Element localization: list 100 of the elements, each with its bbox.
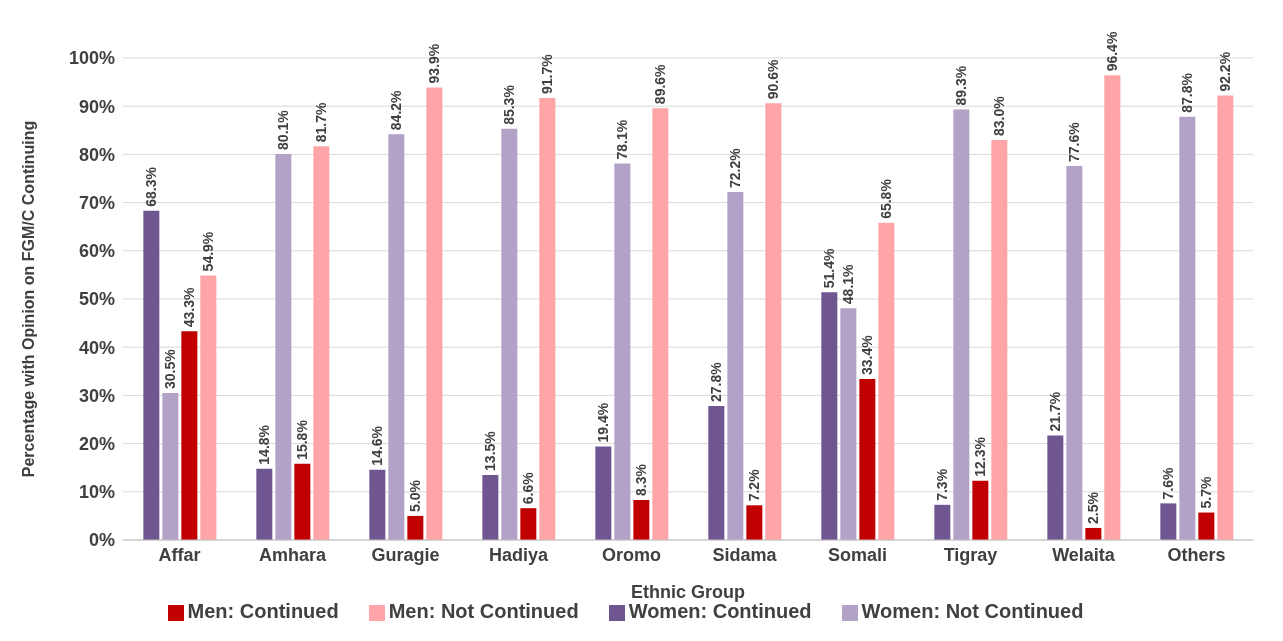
- data-label: 19.4%: [595, 402, 612, 443]
- data-label: 81.7%: [313, 101, 330, 143]
- data-label: 87.8%: [1179, 72, 1196, 113]
- bar: [1066, 165, 1083, 540]
- data-label: 30.5%: [162, 348, 179, 389]
- bar: [1179, 116, 1196, 540]
- bar: [143, 210, 160, 540]
- bar: [520, 508, 537, 540]
- bar: [727, 192, 744, 540]
- bar: [388, 134, 405, 540]
- y-tick-label: 60%: [78, 241, 115, 262]
- legend-label: Men: Not Continued: [388, 600, 579, 622]
- data-label: 93.9%: [426, 43, 443, 84]
- data-label: 21.7%: [1047, 391, 1064, 432]
- data-label: 65.8%: [878, 178, 895, 219]
- data-label: 85.3%: [501, 84, 518, 125]
- x-tick-label: Hadiya: [488, 544, 549, 565]
- bar: [256, 468, 273, 540]
- data-label: 7.3%: [934, 468, 951, 501]
- bar: [614, 163, 631, 540]
- bar: [652, 108, 669, 540]
- bar: [1047, 435, 1064, 540]
- x-tick-label: Amhara: [258, 544, 327, 565]
- bar: [426, 87, 443, 540]
- bar: [840, 308, 857, 540]
- bar: [934, 504, 951, 540]
- data-label: 15.8%: [294, 419, 311, 460]
- data-label: 6.6%: [520, 471, 537, 505]
- y-tick-label: 100%: [68, 48, 115, 69]
- data-label: 90.6%: [765, 59, 782, 100]
- bar: [294, 463, 311, 540]
- bar: [162, 392, 179, 540]
- x-tick-label: Affar: [158, 544, 201, 565]
- data-label: 8.3%: [633, 463, 650, 496]
- x-axis-title: Ethnic Group: [631, 582, 745, 602]
- y-tick-label: 40%: [78, 337, 115, 358]
- y-tick-label: 0%: [88, 530, 115, 551]
- bar: [633, 499, 650, 540]
- y-tick-label: 70%: [78, 192, 115, 213]
- bar: [1217, 95, 1234, 540]
- bar: [313, 146, 330, 540]
- data-label: 96.4%: [1104, 31, 1121, 72]
- bar: [1085, 527, 1102, 540]
- data-label: 33.4%: [859, 334, 876, 376]
- data-label: 48.1%: [840, 263, 857, 305]
- data-label: 84.2%: [388, 89, 405, 131]
- data-label: 91.7%: [539, 53, 556, 95]
- bar: [972, 480, 989, 540]
- data-label: 7.2%: [746, 468, 763, 502]
- data-label: 14.8%: [256, 424, 273, 465]
- data-label: 43.3%: [181, 287, 198, 328]
- data-label: 83.0%: [991, 95, 1008, 136]
- y-tick-label: 90%: [78, 96, 115, 117]
- bar: [765, 103, 782, 540]
- bar: [407, 515, 424, 540]
- bar: [859, 379, 876, 540]
- data-label: 77.6%: [1066, 121, 1083, 162]
- bar: [181, 331, 198, 540]
- bar: [1104, 75, 1121, 540]
- y-tick-label: 50%: [78, 289, 115, 310]
- data-label: 13.5%: [482, 430, 499, 471]
- bar: [200, 275, 217, 540]
- bar: [1198, 512, 1215, 540]
- x-tick-label: Welaita: [1052, 544, 1116, 565]
- bar: [746, 505, 763, 540]
- bar: [1160, 503, 1177, 540]
- data-label: 2.5%: [1085, 491, 1102, 524]
- x-tick-label: Oromo: [601, 544, 662, 565]
- y-tick-label: 30%: [78, 385, 115, 406]
- bar: [821, 292, 838, 540]
- x-tick-label: Somali: [827, 544, 888, 565]
- legend-label: Men: Continued: [187, 600, 339, 622]
- data-label: 80.1%: [275, 109, 292, 150]
- y-tick-label: 80%: [78, 144, 115, 165]
- bar: [275, 153, 292, 540]
- data-label: 78.1%: [614, 119, 631, 160]
- y-axis-title: Percentage with Opinion on FGM/C Continuing: [19, 120, 37, 478]
- bar: [708, 406, 725, 540]
- bar: [482, 474, 499, 540]
- data-label: 7.6%: [1160, 466, 1177, 500]
- y-tick-label: 10%: [78, 482, 115, 503]
- data-label: 27.8%: [708, 361, 725, 402]
- data-label: 12.3%: [972, 436, 989, 477]
- bar: [595, 446, 612, 540]
- x-tick-label: Others: [1167, 544, 1226, 565]
- data-label: 5.7%: [1198, 476, 1215, 509]
- data-label: 89.3%: [953, 65, 970, 106]
- data-label: 72.2%: [727, 147, 744, 188]
- bar: [878, 222, 895, 540]
- data-label: 68.3%: [143, 166, 160, 207]
- y-tick-label: 20%: [78, 433, 115, 454]
- data-label: 89.6%: [652, 63, 669, 105]
- bar: [991, 139, 1008, 540]
- data-label: 5.0%: [407, 479, 424, 512]
- x-tick-label: Tigray: [943, 544, 998, 565]
- bar: [501, 128, 518, 540]
- bar: [369, 469, 386, 540]
- x-tick-label: Sidama: [712, 544, 778, 565]
- data-label: 92.2%: [1217, 51, 1234, 92]
- data-label: 14.6%: [369, 425, 386, 466]
